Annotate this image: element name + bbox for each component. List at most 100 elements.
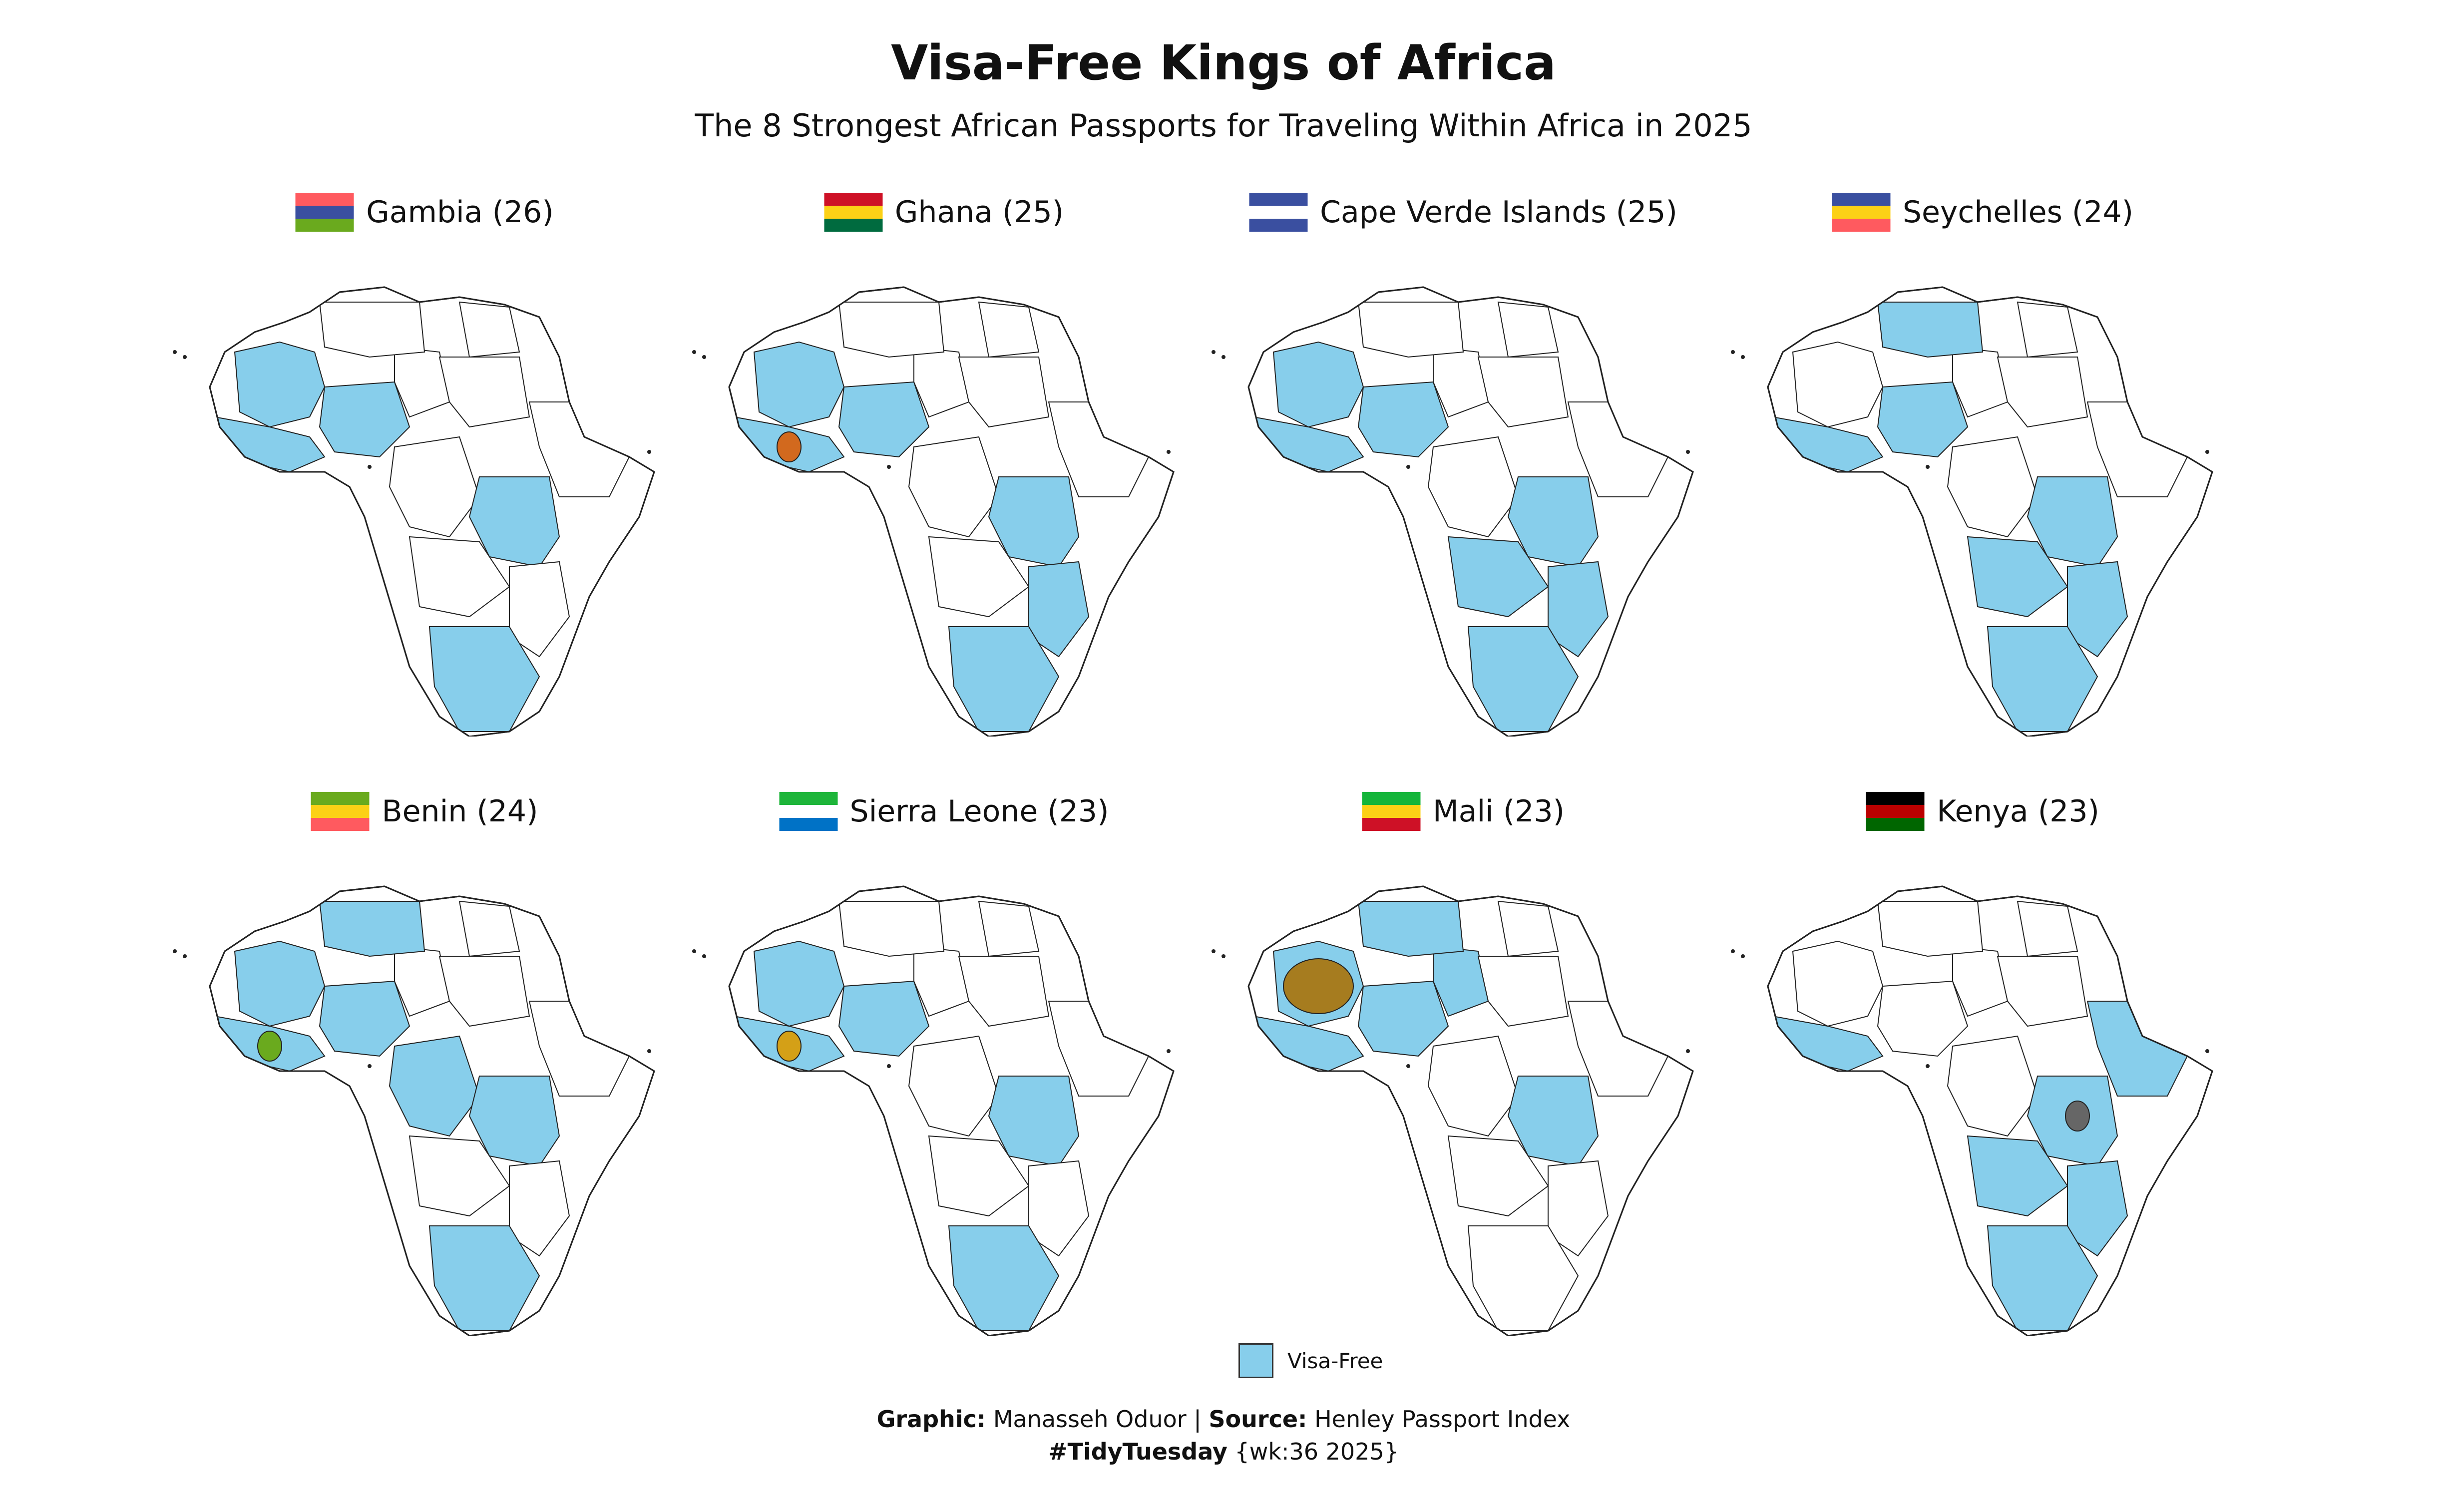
africa-map <box>692 885 1175 1336</box>
home-country <box>257 1031 282 1062</box>
island-marker <box>1741 355 1745 359</box>
island-marker <box>1686 1049 1690 1053</box>
island-marker <box>368 1064 372 1068</box>
caption-week: {wk:36 2025} <box>1234 1438 1399 1465</box>
flag-icon <box>779 792 838 831</box>
country-region-southeast <box>509 1160 570 1257</box>
caption-separator: | <box>1194 1406 1202 1433</box>
country-region-southcentral <box>408 536 510 618</box>
panel-header: Cape Verde Islands (25) <box>1199 190 1728 235</box>
island-marker <box>173 350 177 354</box>
coastline <box>209 885 655 1336</box>
country-region-westsahel <box>234 341 326 428</box>
country-region-north <box>319 901 425 957</box>
island-marker <box>692 350 696 354</box>
country-region-westsahel <box>234 940 326 1027</box>
country-region-central <box>1947 436 2039 538</box>
island-marker <box>1167 450 1171 454</box>
caption-hashtag-text: #TidyTuesday <box>1048 1438 1227 1465</box>
map-panel-sierra-leone: Sierra Leone (23) <box>679 789 1209 1373</box>
country-region-egypt <box>2017 900 2078 957</box>
panel-title: Mali (23) <box>1432 794 1565 829</box>
panel-header: Benin (24) <box>160 789 689 834</box>
map-panel-cape-verde-islands: Cape Verde Islands (25) <box>1199 190 1728 774</box>
caption-credits: Graphic: Manasseh Oduor | Source: Henley… <box>0 1406 2447 1433</box>
flag-icon <box>824 193 883 232</box>
country-region-madagascar <box>2161 1185 2193 1267</box>
island-marker <box>1222 355 1225 359</box>
country-region-north <box>1877 901 1984 957</box>
island-marker <box>1167 1049 1171 1053</box>
country-region-sudan <box>958 956 1050 1027</box>
island-marker <box>2205 450 2209 454</box>
country-region-egypt <box>978 301 1040 358</box>
country-region-madagascar <box>1642 586 1674 668</box>
africa-map <box>1731 885 2213 1336</box>
country-region-chad <box>394 945 450 1017</box>
africa-map <box>1212 286 1694 737</box>
coastline <box>728 286 1175 737</box>
country-region-central <box>1947 1035 2039 1137</box>
country-region-sudan <box>958 357 1050 428</box>
island-marker <box>173 949 177 953</box>
country-region-central <box>389 1035 480 1137</box>
country-region-westsahel <box>753 940 845 1027</box>
country-region-sudan <box>438 357 530 428</box>
country-region-madagascar <box>1123 1185 1155 1267</box>
flag-icon <box>295 193 354 232</box>
country-region-sudan <box>1997 357 2088 428</box>
country-region-madagascar <box>1123 586 1155 668</box>
country-region-central <box>908 436 1000 538</box>
country-region-north <box>1357 901 1464 957</box>
panel-header: Sierra Leone (23) <box>679 789 1209 834</box>
coastline <box>1247 885 1694 1336</box>
country-region-southcentral <box>408 1135 510 1217</box>
panel-title: Seychelles (24) <box>1902 195 2134 230</box>
coastline <box>1767 885 2213 1336</box>
home-country <box>2065 1101 2090 1132</box>
country-region-egypt <box>458 301 520 358</box>
africa-map <box>173 885 655 1336</box>
panel-header: Seychelles (24) <box>1718 190 2247 235</box>
country-region-sudan <box>1477 357 1569 428</box>
country-region-southeast <box>1028 561 1090 658</box>
country-region-southcentral <box>1447 1135 1549 1217</box>
island-marker <box>647 1049 651 1053</box>
country-region-central <box>1427 1035 1519 1137</box>
panel-title: Ghana (25) <box>894 195 1064 230</box>
flag-icon <box>1362 792 1421 831</box>
island-marker <box>1926 465 1930 469</box>
country-region-westsahel <box>1272 341 1364 428</box>
country-region-westsahel <box>1792 341 1884 428</box>
country-region-southcentral <box>1447 536 1549 618</box>
country-region-chad <box>913 346 970 418</box>
country-region-chad <box>913 945 970 1017</box>
island-marker <box>647 450 651 454</box>
map-panel-ghana: Ghana (25) <box>679 190 1209 774</box>
legend: Visa-Free <box>1238 1343 1383 1378</box>
country-region-chad <box>1952 945 2009 1017</box>
country-region-egypt <box>1497 301 1559 358</box>
panel-header: Mali (23) <box>1199 789 1728 834</box>
country-region-north <box>838 901 945 957</box>
country-region-southeast <box>1548 561 1609 658</box>
caption-graphic-value: Manasseh Oduor <box>993 1406 1187 1433</box>
country-region-southeast <box>509 561 570 658</box>
island-marker <box>1222 954 1225 958</box>
island-marker <box>1406 465 1410 469</box>
coastline <box>1247 286 1694 737</box>
island-marker <box>1741 954 1745 958</box>
country-region-central <box>908 1035 1000 1137</box>
country-region-egypt <box>978 900 1040 957</box>
country-region-chad <box>1433 346 1489 418</box>
country-region-egypt <box>2017 301 2078 358</box>
country-region-chad <box>1952 346 2009 418</box>
caption-hashtag: #TidyTuesday {wk:36 2025} <box>0 1438 2447 1465</box>
panel-title: Cape Verde Islands (25) <box>1320 195 1677 230</box>
map-panel-gambia: Gambia (26) <box>160 190 689 774</box>
panel-header: Kenya (23) <box>1718 789 2247 834</box>
island-marker <box>1406 1064 1410 1068</box>
country-region-westsahel <box>753 341 845 428</box>
country-region-sudan <box>438 956 530 1027</box>
